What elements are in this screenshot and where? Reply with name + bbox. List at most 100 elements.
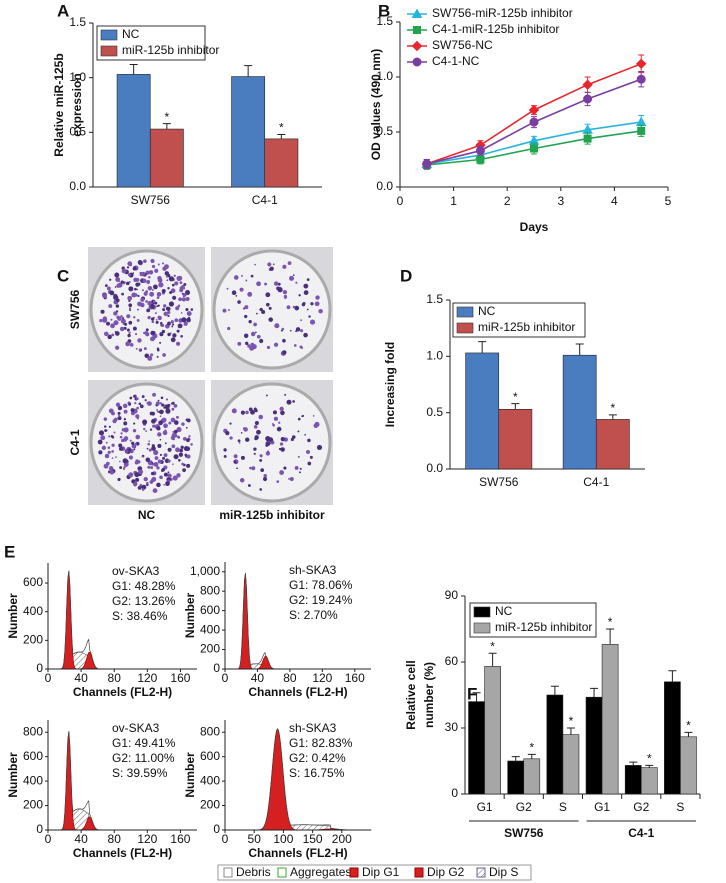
colony — [169, 291, 173, 295]
legend-label: miR-125b inhibitor — [478, 320, 575, 334]
colony — [128, 307, 132, 310]
colony — [137, 260, 143, 265]
error-bar — [566, 727, 575, 735]
colony — [120, 280, 124, 284]
colony — [97, 439, 103, 445]
colony — [188, 435, 191, 438]
colony — [165, 408, 171, 414]
colony — [306, 450, 310, 454]
legend-marker — [413, 26, 421, 34]
colony — [238, 441, 241, 444]
colony — [109, 470, 115, 475]
colony — [104, 425, 107, 428]
colony — [159, 475, 163, 480]
colony — [172, 475, 178, 481]
colony — [161, 329, 166, 334]
colony — [150, 478, 155, 483]
colony — [114, 272, 120, 278]
colony — [123, 323, 125, 325]
colony — [170, 288, 176, 294]
colony — [183, 445, 190, 452]
y-tick-label: 400 — [200, 773, 220, 787]
colony — [245, 410, 249, 415]
colony — [229, 422, 232, 425]
phase-stat: G1: 82.83% — [289, 736, 353, 750]
x-tick-label: 2 — [504, 194, 511, 208]
colony — [151, 289, 154, 291]
legend-swatch — [277, 867, 287, 878]
colony — [259, 308, 262, 311]
colony — [250, 342, 255, 347]
legend-label: Dip G2 — [427, 865, 465, 879]
x-axis-label: Channels (FL2-H) — [73, 846, 172, 860]
colony — [288, 478, 290, 480]
error-bar — [684, 731, 693, 737]
point — [582, 79, 593, 90]
bar — [468, 701, 485, 795]
colony — [186, 454, 191, 459]
colony — [167, 321, 171, 326]
colony — [133, 422, 136, 425]
colony — [237, 439, 241, 443]
x-tick-label: 0 — [222, 832, 229, 846]
colony — [292, 274, 295, 276]
error-bar — [668, 670, 677, 682]
colony — [176, 435, 180, 439]
bar — [231, 76, 266, 188]
colony — [120, 432, 123, 435]
colony — [98, 430, 105, 436]
colony — [143, 347, 147, 351]
colony — [185, 418, 189, 422]
colony — [134, 472, 140, 478]
colony — [119, 466, 123, 469]
colony — [148, 448, 152, 452]
bar — [624, 765, 642, 795]
y-tick-label: 0 — [36, 822, 43, 836]
y-tick-label: 400 — [23, 773, 43, 787]
colony — [177, 323, 183, 329]
colony — [125, 449, 129, 453]
colony — [157, 276, 162, 281]
colony — [253, 425, 258, 429]
colony — [166, 279, 169, 281]
error-bar — [162, 123, 171, 130]
colony — [265, 302, 270, 307]
legend-label: Debris — [236, 865, 271, 879]
colony — [145, 328, 149, 332]
colony — [165, 306, 170, 311]
colony — [185, 426, 188, 429]
colony — [156, 466, 160, 470]
colony — [127, 295, 133, 301]
colony — [136, 406, 139, 410]
bar — [116, 74, 151, 188]
colony — [163, 311, 168, 316]
colony — [172, 431, 174, 433]
colony — [178, 452, 184, 457]
colony — [150, 336, 155, 342]
colony — [265, 451, 271, 456]
colony — [162, 266, 167, 271]
colony — [163, 453, 168, 458]
bar — [664, 681, 681, 795]
colony — [268, 306, 272, 310]
colony — [280, 410, 285, 416]
legend-label: C4-1-miR-125b inhibitor — [432, 22, 559, 36]
colony — [156, 410, 159, 413]
colony — [167, 314, 170, 318]
colony — [259, 488, 263, 491]
colony — [269, 266, 274, 271]
significance-mark: * — [686, 719, 691, 733]
colony — [99, 319, 103, 323]
colony — [121, 268, 127, 274]
colony — [110, 323, 115, 329]
y-tick-label: 400 — [200, 622, 220, 636]
colony — [306, 308, 309, 311]
x-tick-label: S — [559, 800, 567, 814]
colony — [170, 417, 176, 423]
colony — [143, 476, 148, 482]
colony — [161, 324, 165, 327]
y-tick-label: 0.5 — [376, 124, 393, 138]
colony — [123, 418, 127, 421]
colony — [103, 331, 109, 337]
legend-label: NC — [122, 27, 140, 41]
